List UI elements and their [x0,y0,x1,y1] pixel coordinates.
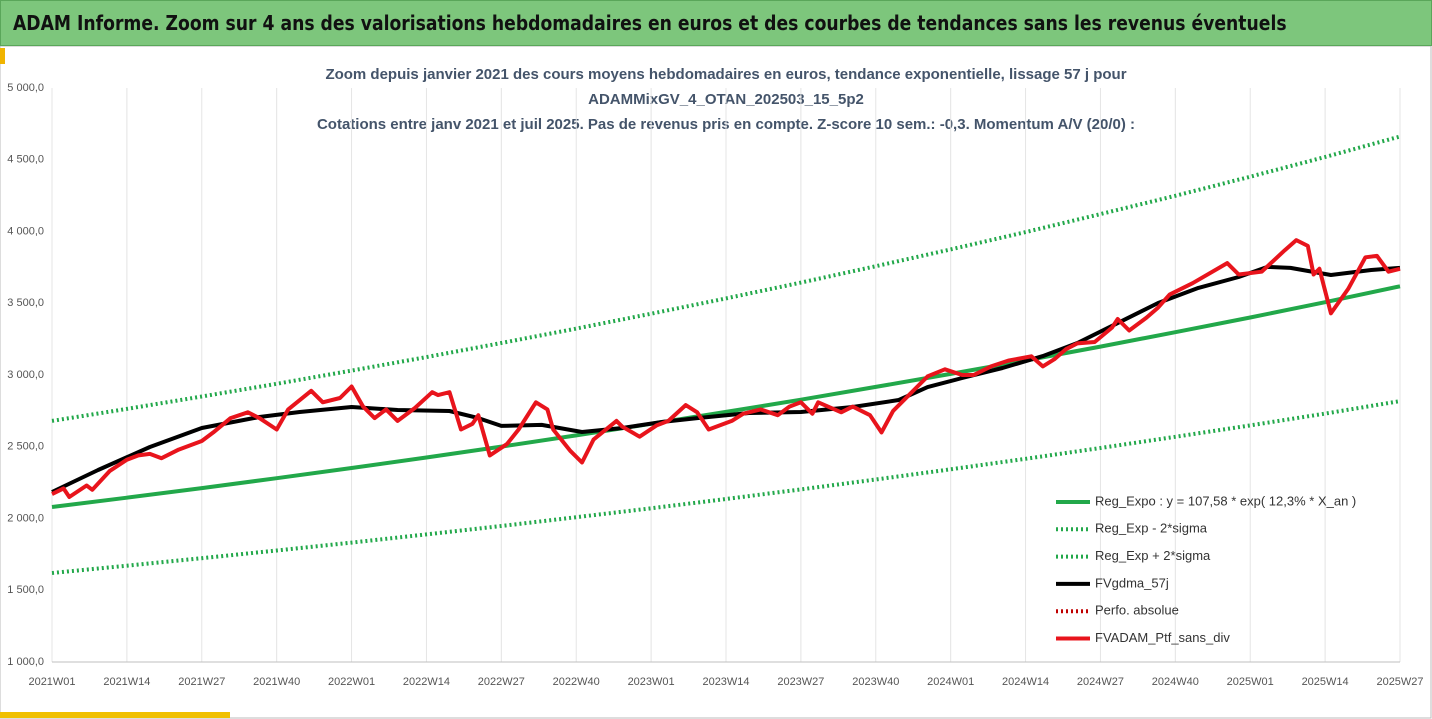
accent [0,48,5,64]
series-line [51,399,1401,575]
series-line [51,238,1401,499]
legend-label: Perfo. absolue [1095,603,1179,618]
y-tick-label: 3 500,0 [7,297,44,309]
y-tick-label: 3 000,0 [7,369,44,381]
chart: Zoom depuis janvier 2021 des cours moyen… [0,46,1432,719]
legend-label: Reg_Exp - 2*sigma [1095,521,1208,536]
legend-label: FVADAM_Ptf_sans_div [1095,630,1230,645]
series-line [51,134,1401,423]
x-tick-label: 2022W01 [328,676,375,688]
y-tick-label: 2 500,0 [7,441,44,453]
y-tick-label: 4 500,0 [7,154,44,166]
series-line [51,284,1401,509]
x-tick-label: 2023W40 [852,676,899,688]
x-tick-label: 2022W40 [553,676,600,688]
x-tick-label: 2024W40 [1152,676,1199,688]
legend-label: FVgdma_57j [1095,575,1169,590]
x-tick-label: 2025W14 [1302,676,1349,688]
y-tick-label: 1 500,0 [7,584,44,596]
x-tick-label: 2021W40 [253,676,300,688]
x-tick-label: 2023W14 [702,676,749,688]
y-tick-label: 2 000,0 [7,512,44,524]
x-tick-label: 2022W14 [403,676,450,688]
header-title: ADAM Informe. Zoom sur 4 ans des valoris… [13,11,1287,35]
x-tick-label: 2021W14 [103,676,150,688]
x-tick-label: 2022W27 [478,676,525,688]
x-tick-label: 2024W14 [1002,676,1049,688]
chart-border [0,46,1432,719]
chart-title: Zoom depuis janvier 2021 des cours moyen… [325,66,1126,83]
y-tick-label: 5 000,0 [7,82,44,94]
x-tick-label: 2023W01 [628,676,675,688]
x-tick-label: 2023W27 [777,676,824,688]
x-tick-label: 2024W01 [927,676,974,688]
y-tick-label: 4 000,0 [7,225,44,237]
x-tick-label: 2024W27 [1077,676,1124,688]
legend-label: Reg_Exp + 2*sigma [1095,548,1211,563]
accent [0,712,230,718]
x-tick-label: 2025W27 [1376,676,1423,688]
x-tick-label: 2021W27 [178,676,225,688]
y-tick-label: 1 000,0 [7,656,44,668]
x-tick-label: 2025W01 [1227,676,1274,688]
x-tick-label: 2021W01 [28,676,75,688]
legend-label: Reg_Expo : y = 107,58 * exp( 12,3% * X_a… [1095,493,1356,508]
header-bar: ADAM Informe. Zoom sur 4 ans des valoris… [0,0,1432,46]
